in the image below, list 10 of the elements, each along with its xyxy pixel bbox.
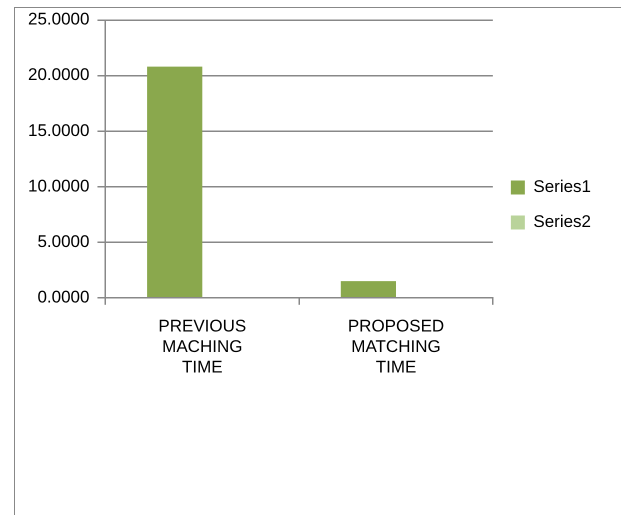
y-tick-label: 25.0000: [28, 10, 90, 29]
x-tick-label: PROPOSED MATCHING TIME: [348, 316, 444, 376]
y-tick-label: 10.0000: [28, 176, 90, 196]
x-tick-label: PREVIOUS MACHING TIME: [158, 316, 246, 376]
legend-label: Series1: [533, 177, 591, 196]
legend-label: Series2: [533, 212, 591, 232]
y-tick-label: 20.0000: [28, 65, 90, 84]
y-tick-label: 15.0000: [28, 120, 90, 140]
y-tick-label: 5.0000: [37, 232, 90, 251]
y-tick-label: 0.0000: [37, 287, 90, 306]
